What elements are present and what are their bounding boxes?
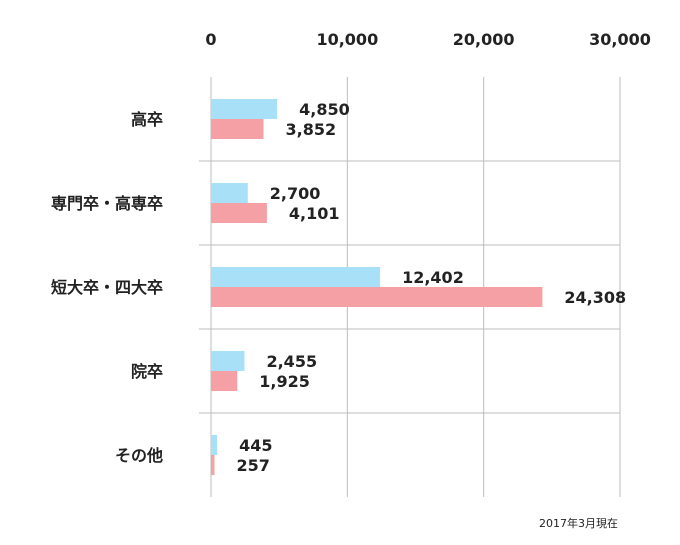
x-tick-label: 0 xyxy=(205,30,216,49)
bar xyxy=(211,455,215,475)
bar xyxy=(211,267,381,287)
category-label: 短大卒・四大卒 xyxy=(51,278,163,297)
value-label: 1,925 xyxy=(259,372,310,391)
category-label: 専門卒・高専卒 xyxy=(51,194,163,213)
value-label: 4,101 xyxy=(289,204,340,223)
bar xyxy=(211,287,543,307)
value-label: 445 xyxy=(239,436,272,455)
value-label: 4,850 xyxy=(299,100,350,119)
x-tick-label: 10,000 xyxy=(316,30,378,49)
value-label: 257 xyxy=(237,456,270,475)
value-label: 2,700 xyxy=(270,184,321,203)
value-label: 12,402 xyxy=(402,268,464,287)
value-label: 2,455 xyxy=(266,352,317,371)
bar xyxy=(211,435,218,455)
date-note: 2017年3月現在 xyxy=(539,517,618,530)
value-label: 24,308 xyxy=(564,288,626,307)
bar xyxy=(211,203,267,223)
bar xyxy=(211,351,245,371)
bar xyxy=(211,183,248,203)
bar xyxy=(211,119,264,139)
bar xyxy=(211,99,278,119)
value-label: 3,852 xyxy=(286,120,337,139)
bar xyxy=(211,371,238,391)
x-tick-label: 30,000 xyxy=(589,30,651,49)
x-tick-label: 20,000 xyxy=(453,30,515,49)
category-label: その他 xyxy=(115,446,163,465)
category-label: 高卒 xyxy=(131,110,163,129)
category-label: 院卒 xyxy=(131,362,163,381)
